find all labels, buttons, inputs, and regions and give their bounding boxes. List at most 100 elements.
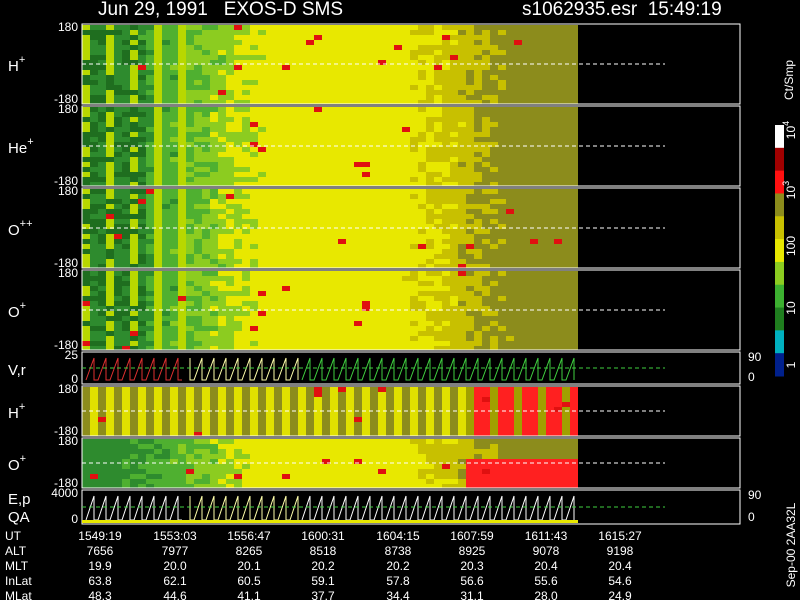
spectrogram-cell	[274, 407, 282, 412]
spectrogram-cell	[506, 137, 514, 142]
spectrogram-cell	[162, 172, 170, 177]
spectrogram-cell	[538, 296, 546, 301]
spectrogram-cell	[546, 177, 554, 182]
spectrogram-cell	[330, 484, 338, 488]
spectrogram-cell	[98, 454, 106, 459]
spectrogram-cell	[498, 137, 506, 142]
spectrogram-cell	[450, 341, 458, 346]
spectrogram-cell	[362, 85, 370, 90]
spectrogram-cell	[130, 291, 138, 296]
spectrogram-cell	[562, 147, 570, 152]
spectrogram-cell	[418, 127, 426, 132]
spectrogram-cell	[354, 157, 362, 162]
spectrogram-cell	[442, 301, 450, 306]
spectrogram-cell	[442, 331, 450, 336]
spectrogram-cell	[362, 142, 370, 147]
spectrogram-cell	[226, 474, 234, 479]
spectrogram-cell	[298, 142, 306, 147]
spectrogram-cell	[138, 137, 146, 142]
spectrogram-cell	[202, 407, 210, 412]
spectrogram-cell	[218, 50, 226, 55]
spectrogram-cell	[482, 137, 490, 142]
spectrogram-cell	[282, 70, 290, 75]
spectrogram-cell	[490, 112, 498, 117]
spectrogram-cell	[402, 264, 410, 268]
spectrogram-cell	[114, 199, 122, 204]
spectrogram-cell	[282, 444, 290, 449]
spectrogram-cell	[546, 132, 554, 137]
spectrogram-cell	[490, 336, 498, 341]
spectrogram-cell	[234, 271, 242, 276]
spectrogram-cell	[522, 35, 530, 40]
spectrogram-cell	[570, 35, 578, 40]
spectrogram-cell	[554, 137, 562, 142]
spectrogram-cell	[554, 162, 562, 167]
spectrogram-cell	[346, 271, 354, 276]
spectrogram-cell	[434, 306, 442, 311]
spectrogram-cell	[202, 301, 210, 306]
spectrogram-cell	[322, 474, 330, 479]
spectrogram-cell	[450, 392, 458, 397]
spectrogram-cell	[354, 459, 362, 464]
spectrogram-cell	[314, 459, 322, 464]
spectrogram-cell	[234, 244, 242, 249]
spectrogram-cell	[122, 239, 130, 244]
spectrogram-cell	[146, 55, 154, 60]
spectrogram-cell	[330, 137, 338, 142]
spectrogram-cell	[234, 40, 242, 45]
spectrogram-cell	[346, 229, 354, 234]
spectrogram-cell	[210, 336, 218, 341]
spectrogram-cell	[114, 80, 122, 85]
spectrogram-cell	[290, 70, 298, 75]
spectrogram-cell	[186, 90, 194, 95]
spectrogram-cell	[346, 311, 354, 316]
spectrogram-cell	[242, 172, 250, 177]
spectrogram-cell	[98, 291, 106, 296]
spectrogram-cell	[370, 296, 378, 301]
spectrogram-cell	[114, 95, 122, 100]
spectrogram-cell	[402, 35, 410, 40]
spectrogram-cell	[466, 432, 474, 436]
spectrogram-cell	[554, 167, 562, 172]
spectrogram-cell	[298, 219, 306, 224]
spectrogram-cell	[490, 259, 498, 264]
spectrogram-cell	[178, 444, 186, 449]
spectrogram-cell	[130, 239, 138, 244]
spectrogram-cell	[538, 326, 546, 331]
spectrogram-cell	[202, 65, 210, 70]
spectrogram-cell	[170, 234, 178, 239]
spectrogram-cell	[306, 199, 314, 204]
spectrogram-cell	[114, 444, 122, 449]
spectrogram-cell	[146, 264, 154, 268]
spectrogram-cell	[370, 219, 378, 224]
spectrogram-cell	[98, 422, 106, 427]
spectrogram-cell	[402, 454, 410, 459]
spectrogram-cell	[234, 306, 242, 311]
spectrogram-cell	[194, 182, 202, 186]
spectrogram-cell	[450, 281, 458, 286]
spectrogram-cell	[266, 271, 274, 276]
spectrogram-cell	[146, 50, 154, 55]
spectrogram-cell	[202, 239, 210, 244]
spectrogram-cell	[234, 422, 242, 427]
spectrogram-cell	[314, 162, 322, 167]
spectrogram-cell	[234, 107, 242, 112]
spectrogram-cell	[498, 331, 506, 336]
spectrogram-cell	[274, 336, 282, 341]
spectrogram-cell	[330, 346, 338, 350]
spectrogram-cell	[130, 100, 138, 104]
spectrogram-cell	[234, 392, 242, 397]
spectrogram-cell	[162, 75, 170, 80]
spectrogram-cell	[138, 172, 146, 177]
spectrogram-cell	[194, 70, 202, 75]
spectrogram-cell	[146, 432, 154, 436]
spectrogram-cell	[442, 336, 450, 341]
spectrogram-cell	[298, 331, 306, 336]
spectrogram-cell	[202, 35, 210, 40]
spectrogram-cell	[370, 157, 378, 162]
spectrogram-cell	[130, 167, 138, 172]
spectrogram-cell	[338, 296, 346, 301]
spectrogram-cell	[322, 172, 330, 177]
spectrogram-cell	[506, 85, 514, 90]
spectrogram-cell	[442, 346, 450, 350]
